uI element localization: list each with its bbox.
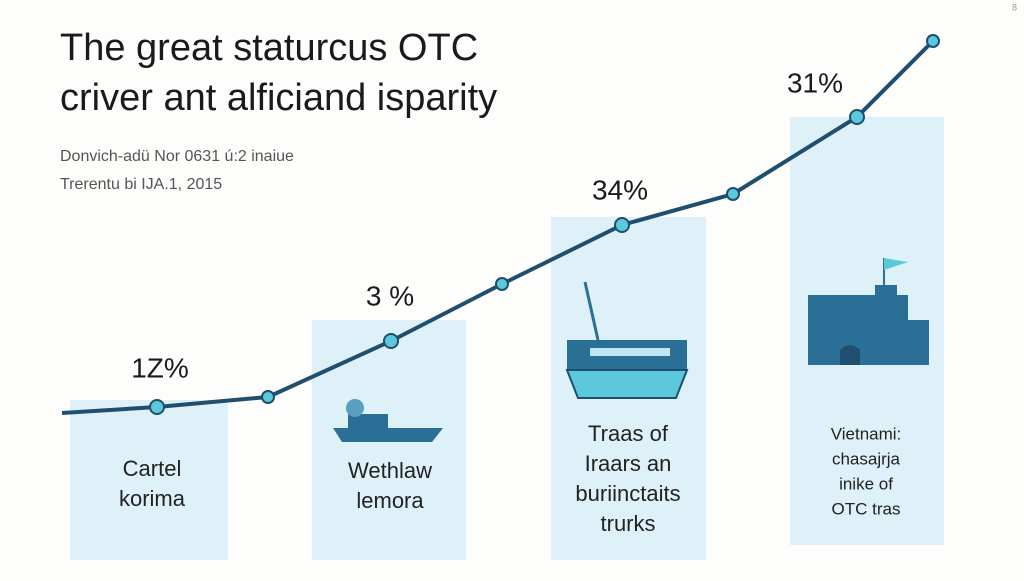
- ship-icon: [565, 281, 689, 399]
- panel-label: buriinctaits: [575, 481, 680, 506]
- trend-points: [149, 34, 940, 415]
- percent-label: 1Z%: [131, 352, 189, 383]
- building-icon: [808, 258, 929, 365]
- panel-label: inike of: [839, 474, 893, 493]
- boat-icon: [333, 399, 443, 442]
- panel-label: korima: [119, 486, 186, 511]
- corner-mark: 8: [1012, 2, 1017, 12]
- panel: [70, 400, 228, 560]
- panel-label: chasajrja: [832, 449, 901, 468]
- percent-label: 34%: [592, 174, 648, 205]
- panel-label: Iraars an: [585, 451, 672, 476]
- percent-label: 3 %: [366, 280, 414, 311]
- panel-label: OTC tras: [832, 499, 901, 518]
- panel-label: trurks: [601, 511, 656, 536]
- panel-label: Cartel: [123, 456, 182, 481]
- title-line: criver ant alficiand isparity: [60, 77, 497, 119]
- panel-label: Vietnami:: [831, 424, 902, 443]
- panel-label: Traas of: [588, 421, 669, 446]
- title-line: The great staturcus OTC: [60, 27, 478, 69]
- panel-label: Wethlaw: [348, 458, 432, 483]
- subtitle-line: Trerentu bi IJA.1, 2015: [60, 176, 222, 193]
- panel-label: lemora: [356, 488, 424, 513]
- subtitle-line: Donvich-adü Nor 0631 ú:2 inaiue: [60, 148, 294, 165]
- percent-label: 31%: [787, 67, 843, 98]
